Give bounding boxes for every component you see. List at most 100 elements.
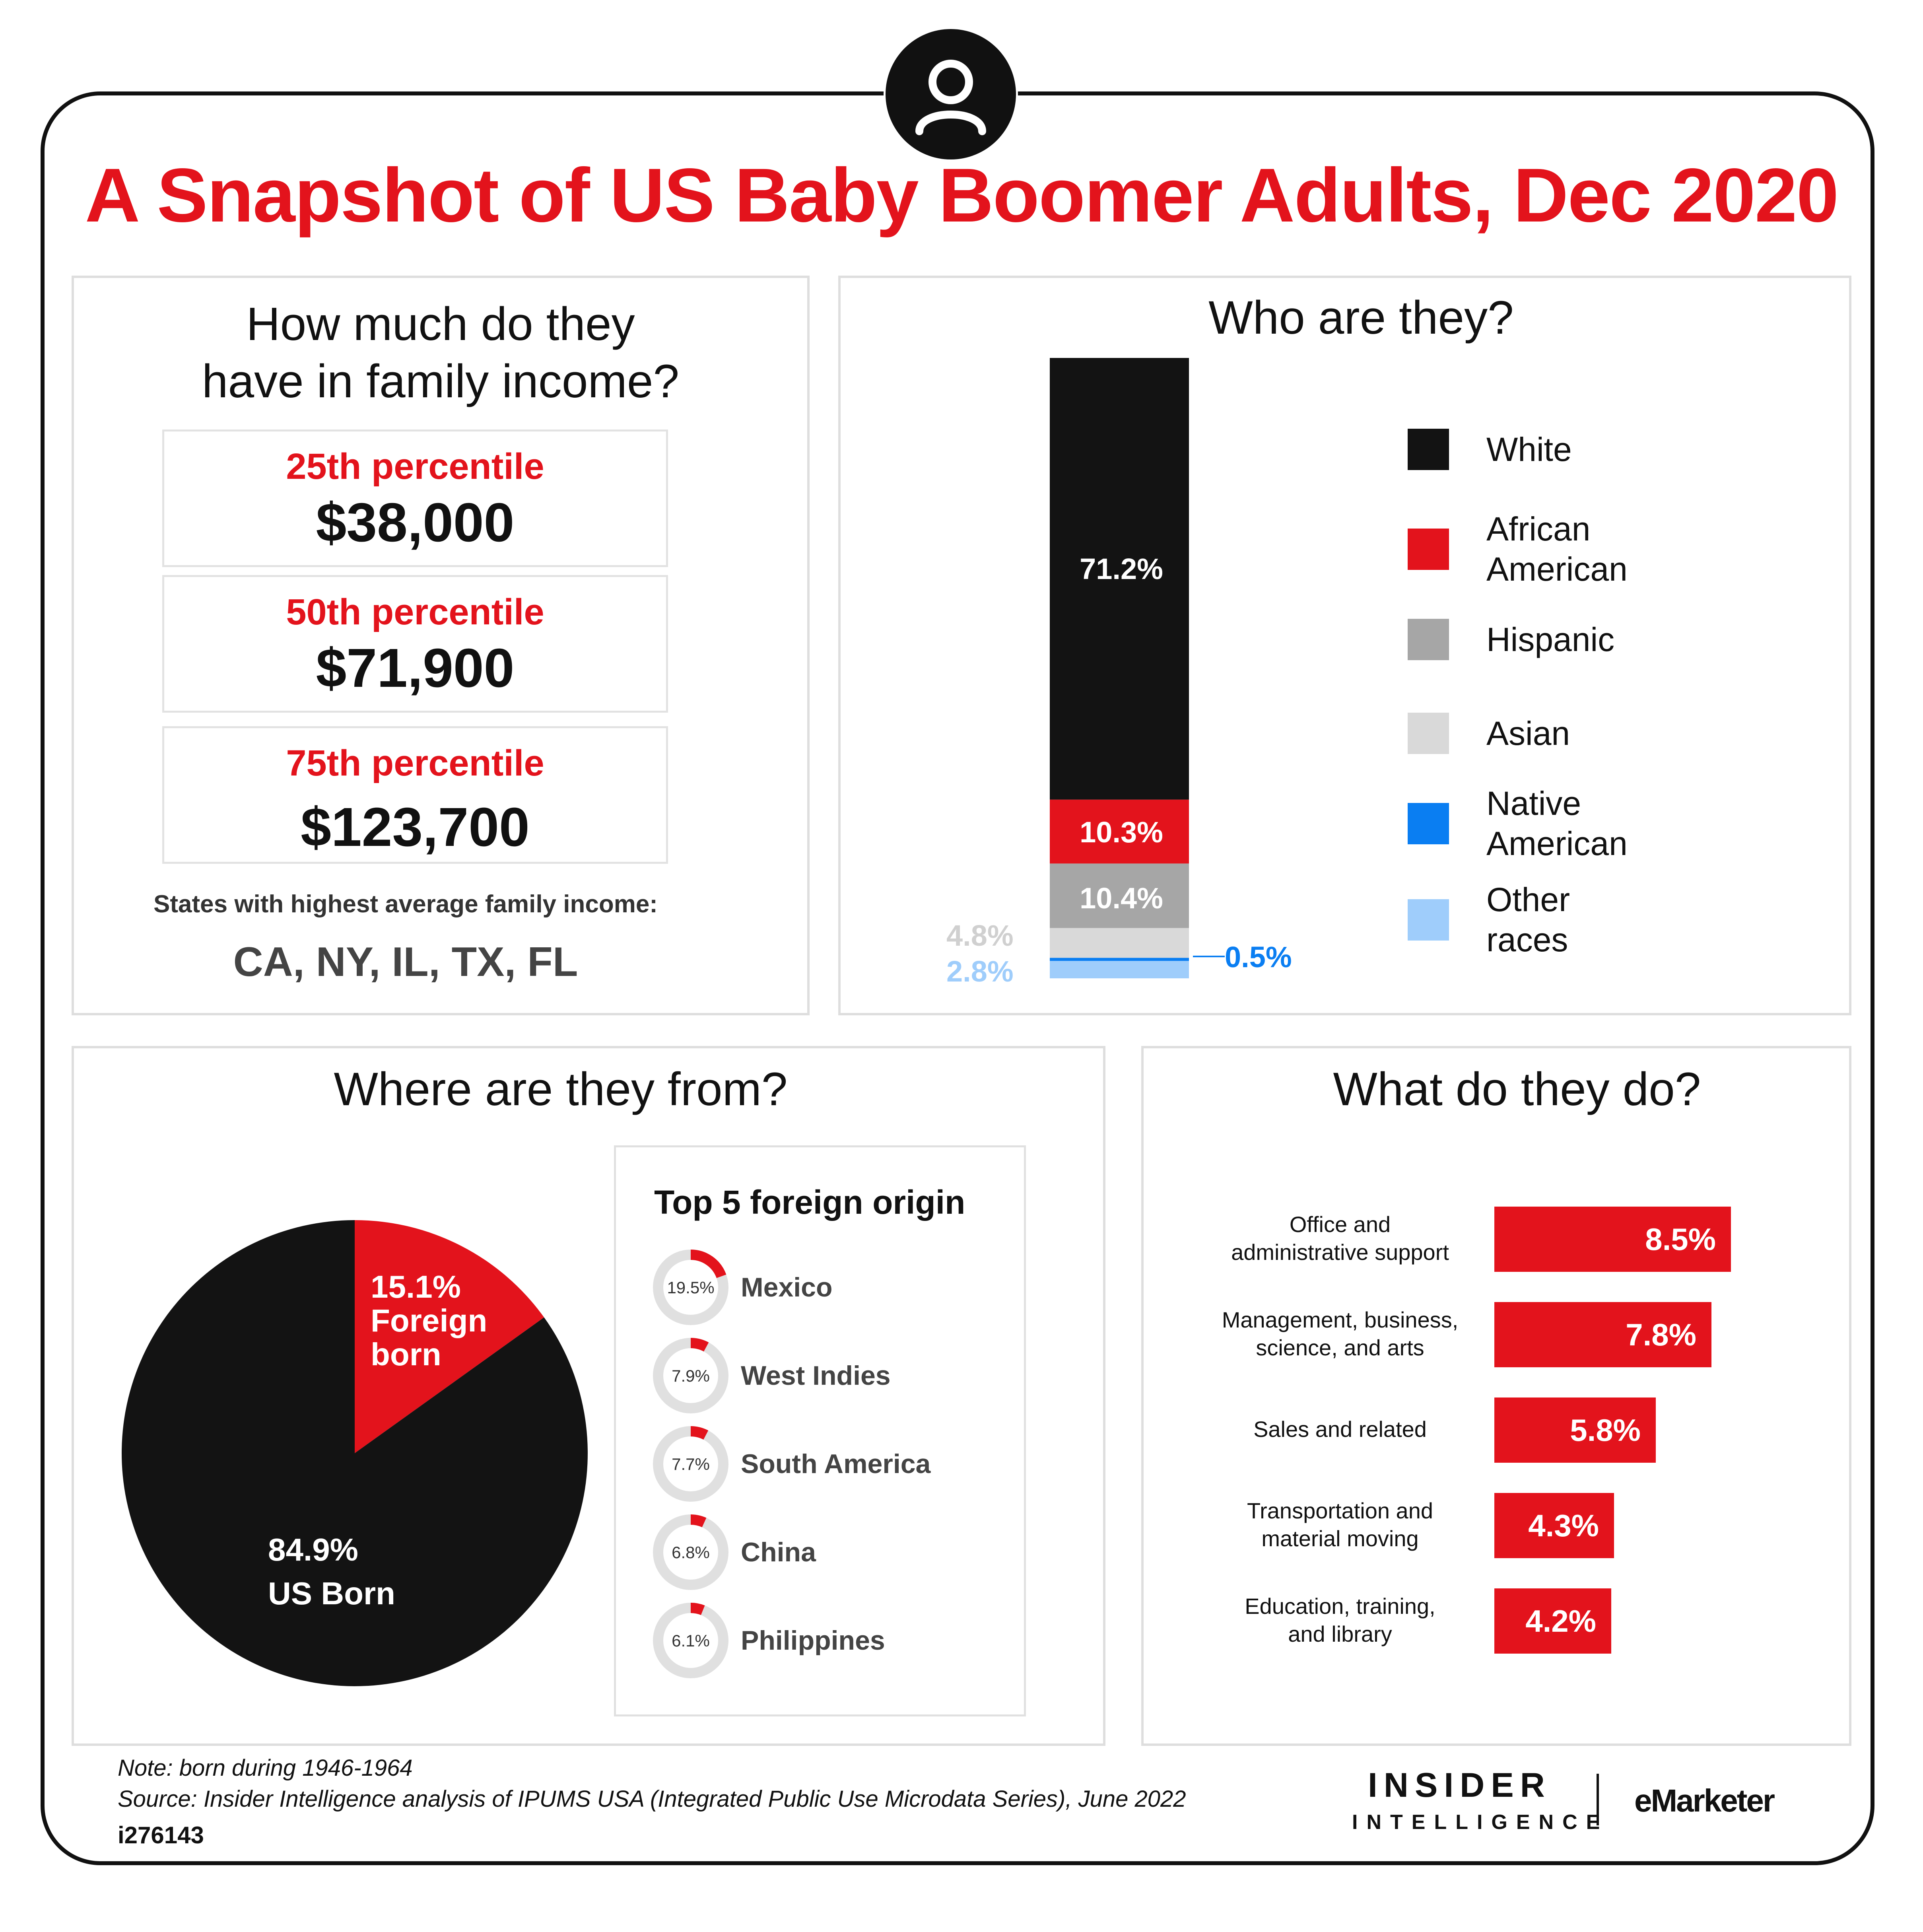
- legend-item-hispanic: Hispanic: [1408, 619, 1614, 660]
- legend-label: Native American: [1486, 783, 1628, 864]
- income-heading-line1: How much do they: [246, 298, 635, 350]
- pie-slice-us-born: [121, 1220, 588, 1686]
- origin-item: 7.7% South America: [652, 1425, 930, 1503]
- race-bar-segment-other-races: [1050, 961, 1189, 978]
- percentile-value: $71,900: [316, 638, 515, 699]
- states-label: States with highest average family incom…: [153, 890, 658, 918]
- race-segment-label-native-american: 0.5%: [1225, 941, 1292, 974]
- emarketer-logo: eMarketer: [1634, 1782, 1775, 1819]
- occupation-bar-value: 8.5%: [1645, 1222, 1716, 1257]
- pie-label-line: born: [371, 1336, 441, 1372]
- race-segment-label-other: 2.8%: [946, 955, 1014, 988]
- occupation-bar: 8.5%: [1494, 1207, 1731, 1272]
- origin-name: China: [741, 1537, 816, 1567]
- origin-donut: 19.5%: [653, 1250, 728, 1325]
- chart-id: i276143: [118, 1822, 204, 1848]
- occupation-label-line: material moving: [1261, 1526, 1419, 1551]
- origin-name: Philippines: [741, 1625, 885, 1656]
- income-panel: [72, 276, 810, 1015]
- legend-swatch: [1408, 803, 1449, 844]
- occupation-label-line: and library: [1288, 1621, 1392, 1646]
- user-icon: [886, 29, 1016, 159]
- race-heading: Who are they?: [1208, 292, 1514, 344]
- header-icon-badge: [884, 27, 1018, 161]
- legend-label: Other races: [1486, 880, 1570, 960]
- occupation-label-line: Transportation and: [1247, 1498, 1433, 1523]
- occupation-label-line: science, and arts: [1256, 1335, 1424, 1360]
- origin-donut: 7.7%: [653, 1426, 728, 1502]
- race-segment-label-hispanic: 10.4%: [1080, 882, 1163, 915]
- legend-swatch: [1408, 713, 1449, 754]
- legend-swatch: [1408, 899, 1449, 941]
- occupation-bar-value: 5.8%: [1570, 1413, 1641, 1448]
- legend-label-line: American: [1486, 824, 1628, 862]
- legend-swatch: [1408, 619, 1449, 660]
- nativity-pie-chart: [121, 1220, 588, 1686]
- percentile-card: 50th percentile $71,900: [162, 575, 668, 713]
- occupation-bar-value: 7.8%: [1626, 1317, 1696, 1352]
- legend-swatch: [1408, 528, 1449, 570]
- race-bar-segment-african-american: [1050, 799, 1189, 864]
- legend-label: White: [1486, 430, 1572, 470]
- pie-label-line: US Born: [268, 1576, 395, 1611]
- occupation-label-line: administrative support: [1231, 1240, 1449, 1265]
- donut-value-arc: [653, 1426, 728, 1502]
- occupation-label: Management, business, science, and arts: [1201, 1306, 1479, 1362]
- percentile-label: 25th percentile: [286, 446, 544, 487]
- occupation-bar-value: 4.3%: [1528, 1508, 1599, 1543]
- legend-label-line: Asian: [1486, 714, 1570, 752]
- origin-name: Mexico: [741, 1272, 833, 1302]
- origin-heading: Where are they from?: [334, 1063, 788, 1116]
- top-foreign-origin-box: Top 5 foreign origin 19.5% Mexico 7.9% West…: [614, 1145, 1026, 1716]
- legend-label-line: African: [1486, 510, 1591, 548]
- legend-label-line: Other: [1486, 881, 1570, 918]
- race-segment-label-african-american: 10.3%: [1080, 816, 1163, 849]
- percentile-card: 75th percentile $123,700: [162, 726, 668, 864]
- percentile-label: 75th percentile: [286, 743, 544, 783]
- legend-label: African American: [1486, 509, 1628, 589]
- footer-note: Note: born during 1946-1964: [118, 1755, 413, 1781]
- race-panel: [838, 276, 1851, 1015]
- pie-label-foreign-born: 15.1% Foreign born: [371, 1270, 487, 1371]
- legend-item-asian: Asian: [1408, 713, 1570, 754]
- donut-value-label: 6.1%: [672, 1631, 710, 1650]
- donut-value-arc: [653, 1338, 728, 1413]
- pie-label-line: 84.9%: [268, 1532, 358, 1567]
- origin-name: West Indies: [741, 1361, 891, 1391]
- legend-item-other-races: Other races: [1408, 880, 1570, 960]
- race-stacked-bar: [1050, 358, 1189, 978]
- logo-divider: [1597, 1774, 1599, 1825]
- donut-value-label: 7.9%: [672, 1366, 710, 1385]
- occupation-bar-value: 4.2%: [1525, 1604, 1596, 1639]
- origin-item: 19.5% Mexico: [652, 1248, 833, 1326]
- legend-item-white: White: [1408, 429, 1572, 470]
- legend-label-line: Native: [1486, 785, 1581, 822]
- page-title: A Snapshot of US Baby Boomer Adults, Dec…: [85, 152, 1839, 238]
- percentile-label: 50th percentile: [286, 592, 544, 632]
- footer-source: Source: Insider Intelligence analysis of…: [118, 1786, 1186, 1812]
- occupation-bar: 4.3%: [1494, 1493, 1614, 1558]
- native-american-leader-line: [1193, 956, 1225, 957]
- pie-slice-foreign-born: [355, 1220, 544, 1453]
- insider-intelligence-logo-top: INSIDER: [1368, 1766, 1551, 1804]
- occupation-label: Education, training, and library: [1201, 1592, 1479, 1648]
- income-heading: How much do they have in family income?: [72, 296, 810, 410]
- percentile-value: $38,000: [316, 492, 515, 553]
- race-bar-segment-native-american: [1050, 958, 1189, 961]
- origin-item: 7.9% West Indies: [652, 1337, 891, 1415]
- legend-label: Asian: [1486, 713, 1570, 754]
- donut-value-label: 19.5%: [667, 1278, 714, 1297]
- donut-value-label: 6.8%: [672, 1543, 710, 1562]
- income-heading-line2: have in family income?: [202, 355, 680, 408]
- race-bar-segment-white: [1050, 358, 1189, 800]
- race-bar-segment-asian: [1050, 928, 1189, 958]
- legend-label-line: White: [1486, 430, 1572, 468]
- legend-label-line: American: [1486, 550, 1628, 588]
- occupation-label-line: Office and: [1289, 1212, 1391, 1237]
- origin-item: 6.1% Philippines: [652, 1602, 885, 1679]
- donut-value-arc: [653, 1514, 728, 1590]
- legend-label: Hispanic: [1486, 620, 1614, 660]
- legend-item-african-american: African American: [1408, 509, 1628, 589]
- legend-label-line: Hispanic: [1486, 620, 1615, 658]
- occupation-label-line: Sales and related: [1253, 1417, 1427, 1442]
